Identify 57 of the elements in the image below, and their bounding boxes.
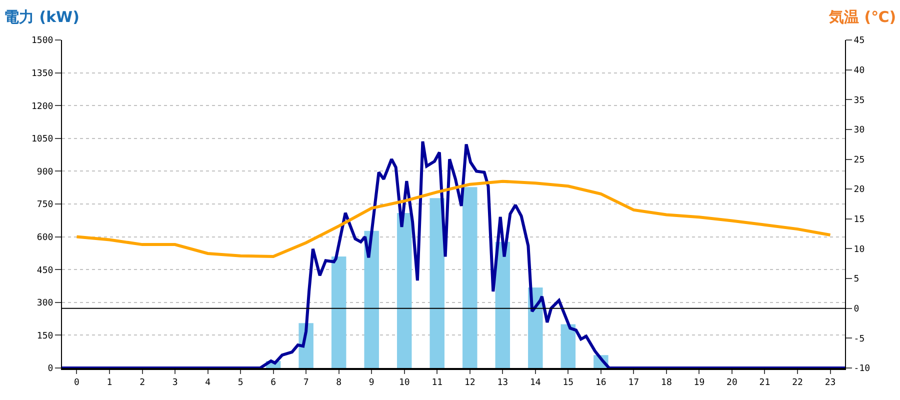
x-tick-label: 23	[824, 378, 836, 388]
x-tick-label: 17	[628, 378, 640, 388]
bar	[430, 198, 444, 368]
x-tick-label: 14	[530, 378, 541, 388]
y-tick-label: 750	[36, 200, 54, 210]
x-tick-label: 1	[106, 378, 112, 388]
bar	[396, 212, 412, 368]
y2-tick-label: 35	[854, 96, 865, 106]
x-tick-label: 8	[336, 378, 342, 388]
x-tick-label: 12	[464, 378, 476, 388]
x-tick-label: 18	[661, 378, 672, 388]
y-tick-label: 150	[36, 331, 54, 342]
y-tick-label: 300	[36, 298, 54, 309]
y-tick-label: 1500	[32, 36, 54, 46]
x-tick-label: 2	[140, 378, 145, 388]
bar	[560, 324, 576, 368]
bar	[364, 230, 379, 368]
x-tick-label: 9	[368, 378, 374, 388]
y2-tick-label: 40	[854, 66, 865, 76]
y2-tick-label: 20	[854, 185, 865, 196]
x-tick-label: 22	[792, 378, 803, 388]
bar	[331, 256, 346, 368]
y2-tick-label: 30	[854, 126, 865, 136]
y-tick-label: 1050	[32, 134, 54, 145]
x-tick-label: 16	[596, 378, 606, 388]
x-tick-label: 15	[562, 378, 574, 388]
x-tick-label: 20	[726, 378, 738, 388]
y-tick-label: 450	[36, 266, 54, 276]
y-tick-label: 600	[36, 232, 54, 243]
line-series	[75, 180, 832, 258]
y2-axis-title: 気温 (℃)	[828, 8, 896, 26]
bar	[495, 242, 510, 368]
x-tick-label: 4	[205, 378, 210, 388]
x-tick-label: 11	[432, 378, 443, 388]
y-tick-label: 900	[36, 167, 54, 178]
x-tick-label: 0	[74, 378, 80, 388]
x-tick-label: 6	[270, 378, 276, 388]
y2-tick-label: -10	[854, 364, 870, 374]
y2-tick-label: 5	[854, 274, 860, 285]
bar	[462, 187, 478, 368]
y2-tick-label: 45	[854, 36, 865, 46]
x-tick-label: 3	[172, 378, 178, 388]
x-tick-label: 21	[759, 378, 770, 388]
x-tick-label: 19	[694, 378, 705, 388]
y2-tick-label: 15	[854, 215, 865, 226]
y-axis-title: 電力 (kW)	[4, 8, 80, 26]
y2-tick-label: 0	[854, 304, 860, 315]
y2-tick-label: -5	[854, 334, 865, 344]
x-tick-label: 5	[238, 378, 244, 388]
y-tick-label: 1200	[32, 102, 54, 112]
y2-tick-label: 10	[854, 244, 865, 255]
y-tick-label: 1350	[32, 68, 54, 79]
x-tick-label: 10	[398, 378, 410, 388]
y2-tick-label: 25	[854, 155, 865, 166]
x-tick-label: 7	[303, 378, 309, 388]
y-tick-label: 0	[48, 364, 54, 374]
x-tick-label: 13	[497, 378, 508, 388]
